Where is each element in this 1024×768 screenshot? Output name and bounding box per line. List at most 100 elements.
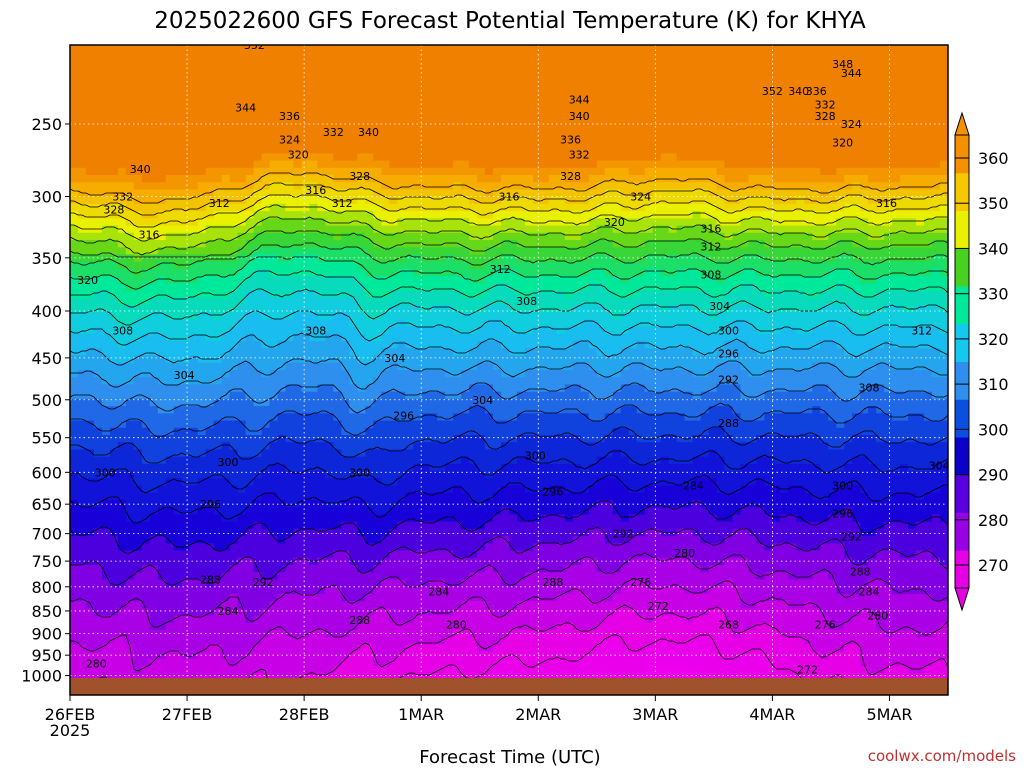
field-cell <box>269 543 279 552</box>
field-cell <box>349 615 358 624</box>
field-cell <box>309 557 319 566</box>
field-cell <box>277 622 287 631</box>
field-cell <box>437 391 446 400</box>
field-cell <box>461 117 470 126</box>
field-cell <box>381 153 390 162</box>
field-cell <box>493 153 502 162</box>
field-cell <box>109 543 119 552</box>
field-cell <box>477 160 486 169</box>
field-cell <box>429 146 438 154</box>
field-cell <box>421 146 430 154</box>
field-cell <box>165 565 175 573</box>
field-cell <box>509 110 518 118</box>
field-cell <box>501 182 510 191</box>
field-cell <box>237 492 247 501</box>
field-cell <box>277 138 287 147</box>
field-cell <box>469 456 478 465</box>
field-cell <box>349 485 358 494</box>
field-cell <box>205 427 215 436</box>
field-cell <box>197 651 207 660</box>
field-cell <box>253 297 263 306</box>
field-cell <box>125 637 135 646</box>
field-cell <box>373 110 382 118</box>
field-cell <box>453 622 462 631</box>
field-cell <box>357 189 366 198</box>
field-cell <box>333 478 342 487</box>
field-cell <box>269 377 279 386</box>
field-cell <box>253 463 263 472</box>
field-cell <box>445 305 454 313</box>
field-cell <box>485 319 494 328</box>
field-cell <box>469 189 478 198</box>
field-cell <box>237 305 247 313</box>
field-cell <box>373 456 382 465</box>
field-cell <box>453 666 462 674</box>
field-cell <box>261 312 271 321</box>
field-cell <box>205 45 215 53</box>
field-cell <box>389 543 398 552</box>
field-cell <box>333 73 342 82</box>
field-cell <box>493 550 502 559</box>
field-cell <box>389 471 398 479</box>
field-cell <box>453 297 462 306</box>
field-cell <box>173 175 183 183</box>
field-cell <box>85 297 95 306</box>
field-cell <box>165 521 175 530</box>
field-cell <box>269 478 279 487</box>
field-cell <box>309 124 319 133</box>
field-cell <box>453 196 462 205</box>
field-cell <box>253 348 263 357</box>
field-cell <box>413 528 422 537</box>
field-cell <box>341 218 350 227</box>
field-cell <box>317 528 327 537</box>
field-cell <box>461 449 470 458</box>
field-cell <box>421 160 430 169</box>
field-cell <box>413 196 422 205</box>
field-cell <box>141 167 151 176</box>
field-cell <box>101 167 111 176</box>
field-cell <box>149 586 159 595</box>
field-cell <box>445 666 454 674</box>
field-cell <box>341 312 350 321</box>
field-cell <box>93 550 103 559</box>
field-cell <box>181 268 191 277</box>
field-cell <box>349 268 358 277</box>
field-cell <box>245 521 255 530</box>
field-cell <box>437 290 446 299</box>
field-cell <box>469 435 478 443</box>
field-cell <box>165 326 175 335</box>
field-cell <box>317 442 327 451</box>
field-cell <box>389 66 398 75</box>
field-cell <box>461 601 470 609</box>
field-cell <box>445 175 454 183</box>
field-cell <box>213 268 223 277</box>
field-cell <box>373 326 382 335</box>
field-cell <box>141 117 151 126</box>
field-cell <box>237 88 247 97</box>
field-cell <box>325 247 334 256</box>
field-cell <box>301 146 311 154</box>
field-cell <box>157 117 167 126</box>
field-cell <box>333 88 342 97</box>
field-cell <box>109 333 119 342</box>
field-cell <box>293 117 303 126</box>
field-cell <box>93 232 103 241</box>
field-cell <box>229 261 239 270</box>
field-cell <box>501 225 510 234</box>
field-cell <box>349 565 358 573</box>
field-cell <box>77 500 87 508</box>
field-cell <box>70 290 79 299</box>
field-cell <box>261 175 271 183</box>
field-cell <box>397 117 406 126</box>
field-cell <box>269 247 279 256</box>
field-cell <box>453 45 462 53</box>
field-cell <box>477 348 486 357</box>
field-cell <box>133 536 143 544</box>
field-cell <box>221 240 231 248</box>
field-cell <box>205 203 215 212</box>
field-cell <box>405 485 414 494</box>
field-cell <box>429 283 438 292</box>
field-cell <box>429 384 438 393</box>
field-cell <box>70 131 79 140</box>
field-cell <box>365 427 374 436</box>
